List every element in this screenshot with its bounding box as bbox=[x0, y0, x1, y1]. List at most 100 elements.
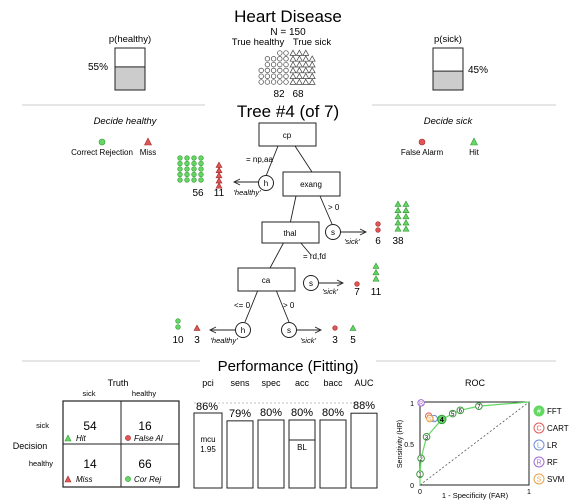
correct-rejection-icon bbox=[198, 171, 204, 178]
true-sick-person-icon bbox=[308, 78, 316, 85]
tree-title: Tree #4 (of 7) bbox=[237, 102, 339, 121]
true-sick-person-icon bbox=[295, 72, 303, 79]
cell-false-alarm-icon bbox=[125, 435, 131, 441]
cell-hit-count: 54 bbox=[83, 419, 97, 433]
roc-legend-letter-cart: C bbox=[536, 426, 541, 433]
decide-sick-label: Decide sick bbox=[424, 116, 474, 127]
roc-legend-letter-rf: R bbox=[536, 460, 541, 467]
cell-false-alarm-label: False Al bbox=[134, 434, 163, 443]
correct-rejection-icon bbox=[177, 171, 183, 178]
leaf-3-letter: s bbox=[309, 279, 313, 288]
roc-point-label-r: R bbox=[419, 401, 423, 407]
leaf-3-count-left: 7 bbox=[354, 287, 360, 298]
cell-hit-icon bbox=[64, 434, 72, 442]
correct-rejection-icon bbox=[184, 171, 190, 178]
leaf-4: h 'healthy' bbox=[210, 322, 251, 345]
roc-legend-marker-lr bbox=[533, 439, 545, 451]
cell-correct-rejection-label: Cor Rej bbox=[134, 475, 161, 484]
true-healthy-person-icon bbox=[264, 56, 271, 62]
hit-icon bbox=[349, 324, 357, 331]
true-healthy-label: True healthy bbox=[232, 37, 285, 48]
confusion-matrix: Truth sick healthy Decision sick healthy… bbox=[13, 378, 180, 488]
node-cp-label: cp bbox=[283, 131, 292, 140]
pci-frame bbox=[193, 412, 223, 489]
metric-bar-sens bbox=[226, 420, 254, 489]
true-sick-person-icon bbox=[302, 49, 310, 56]
decision-label: Decision bbox=[13, 441, 48, 451]
leaf-3-label: 'sick' bbox=[322, 287, 338, 296]
roc-point-label-s: S bbox=[428, 417, 432, 423]
cell-miss-label: Miss bbox=[76, 475, 92, 484]
roc-point-r bbox=[417, 399, 425, 407]
miss-icon bbox=[215, 177, 223, 184]
hit-icon bbox=[402, 219, 410, 226]
p-sick-bar-fill bbox=[432, 70, 464, 91]
miss-icon bbox=[193, 324, 201, 331]
truth-label: Truth bbox=[108, 378, 129, 388]
metric-label-sens: sens bbox=[230, 378, 250, 388]
roc-chance-line bbox=[419, 401, 530, 486]
true-sick-person-icon bbox=[289, 66, 297, 74]
correct-rejection-icon bbox=[184, 166, 190, 172]
leaf-1: h 'healthy' bbox=[233, 175, 274, 197]
roc-legend-marker-fft bbox=[533, 405, 545, 417]
leaf-icon-arrays bbox=[175, 155, 410, 331]
hit-icon bbox=[394, 206, 402, 213]
leaf-4-count-left: 10 bbox=[172, 335, 184, 346]
roc-fft-point-label-7: 7 bbox=[477, 405, 481, 411]
correct-rejection-icon bbox=[175, 324, 181, 330]
false-alarm-label: False Alarm bbox=[401, 148, 444, 157]
p-healthy-label: p(healthy) bbox=[109, 34, 151, 45]
leaf-1-letter: h bbox=[264, 179, 268, 188]
true-healthy-person-icon bbox=[270, 61, 277, 68]
metric-value-auc: 88% bbox=[353, 400, 375, 412]
true-sick-person-icon bbox=[289, 55, 297, 62]
true-healthy-icon-array bbox=[258, 50, 289, 85]
roc-fft-point-label-1: 1 bbox=[418, 473, 422, 479]
leaf-2-letter: s bbox=[331, 228, 335, 237]
miss-icon bbox=[215, 182, 223, 189]
true-healthy-person-icon bbox=[283, 61, 289, 68]
edge-label-exang: > 0 bbox=[328, 203, 340, 212]
roc-legend-letter-lr: L bbox=[537, 443, 541, 450]
performance-title: Performance (Fitting) bbox=[218, 358, 359, 375]
true-sick-person-icon bbox=[302, 55, 310, 62]
true-healthy-count: 82 bbox=[273, 89, 285, 100]
correct-rejection-icon bbox=[191, 177, 197, 183]
metric-bar-spec bbox=[257, 419, 285, 489]
false-alarm-icon bbox=[418, 138, 426, 146]
true-sick-person-icon bbox=[302, 66, 310, 74]
true-healthy-person-icon bbox=[270, 79, 277, 85]
hit-icon bbox=[372, 275, 380, 282]
hit-icon bbox=[402, 212, 410, 220]
tree-exit-arrows bbox=[208, 178, 368, 334]
roc-point-s bbox=[426, 414, 434, 423]
true-healthy-person-icon bbox=[264, 79, 271, 85]
row-sick-label: sick bbox=[36, 421, 49, 430]
correct-rejection-icon bbox=[198, 177, 204, 183]
leaf-2-count-left: 6 bbox=[375, 236, 381, 247]
leaf-3-count-right: 11 bbox=[371, 287, 382, 298]
hit-label: Hit bbox=[469, 148, 480, 157]
roc-y-tick-mid: 0.5 bbox=[404, 442, 414, 449]
leaf-4-letter: h bbox=[241, 326, 245, 335]
correct-rejection-icon bbox=[198, 155, 204, 161]
cell-miss-count: 14 bbox=[83, 457, 97, 471]
metric-bars: sens 79% spec 80% acc 80% bacc 80% AUC 88% bbox=[226, 378, 378, 489]
roc-legend-letter-svm: S bbox=[537, 477, 542, 484]
baseline-label: BL bbox=[297, 443, 307, 452]
true-sick-person-icon bbox=[308, 55, 316, 62]
true-healthy-person-icon bbox=[277, 79, 283, 85]
pci-label: pci bbox=[202, 378, 214, 388]
roc-fft-point-label-4: 4 bbox=[440, 417, 444, 424]
correct-rejection-label: Correct Rejection bbox=[71, 148, 133, 157]
edge-label-ca-left: <= 0 bbox=[234, 301, 251, 310]
true-healthy-person-icon bbox=[270, 56, 277, 62]
leaf-5: s 'sick' bbox=[281, 322, 316, 345]
true-healthy-person-icon bbox=[258, 79, 264, 85]
roc-y-tick-1: 1 bbox=[410, 401, 414, 408]
edge-label-thal: = rd,fd bbox=[303, 252, 326, 261]
node-cp: cp bbox=[258, 122, 317, 147]
true-healthy-person-icon bbox=[264, 73, 271, 79]
leaf-5-count-right: 5 bbox=[350, 335, 356, 346]
